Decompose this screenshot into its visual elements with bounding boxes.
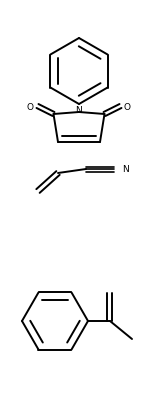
Text: O: O xyxy=(27,102,34,111)
Text: N: N xyxy=(122,165,129,174)
Text: N: N xyxy=(76,106,82,115)
Text: O: O xyxy=(124,102,131,111)
